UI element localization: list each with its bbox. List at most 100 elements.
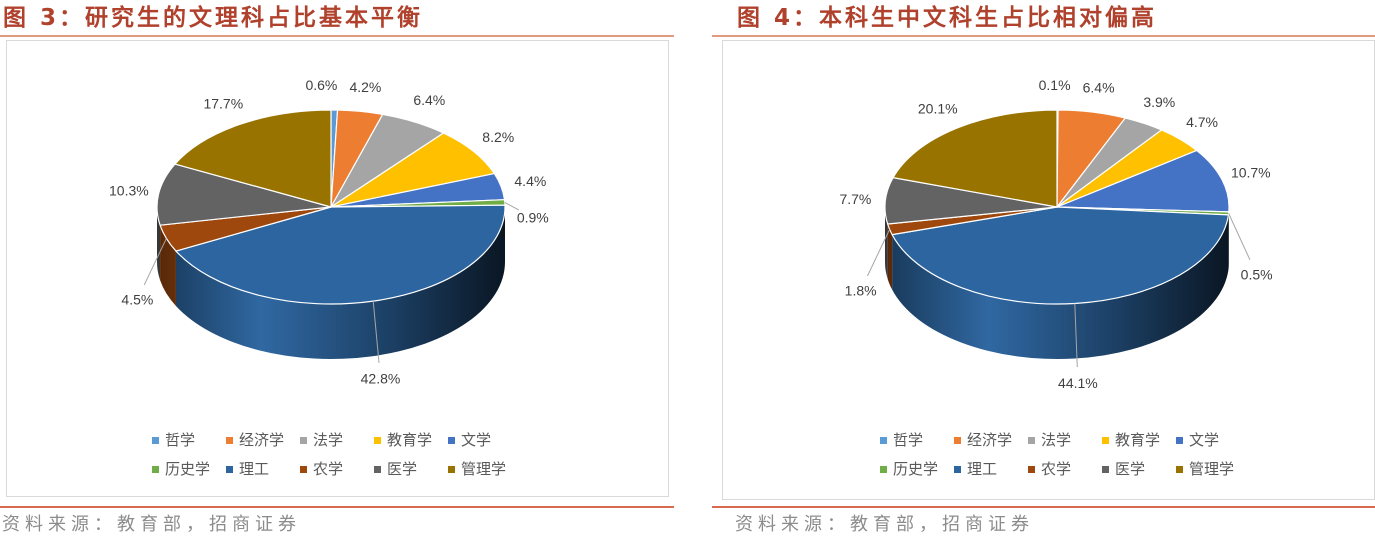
legend-label: 法学 (313, 431, 344, 449)
pie-slice (330, 132, 495, 208)
legend-label: 哲学 (893, 431, 924, 449)
legend-label: 教育学 (1115, 431, 1161, 449)
pie-slice (156, 163, 332, 226)
legend-item: 理工 (954, 459, 1028, 479)
source-rule (0, 506, 674, 508)
data-label: 10.3% (109, 183, 149, 199)
legend-label: 医学 (1115, 460, 1146, 478)
legend-item: 医学 (1102, 459, 1176, 479)
legend-swatch (1176, 436, 1183, 444)
legend-label: 农学 (1041, 460, 1072, 478)
legend-label: 经济学 (239, 431, 285, 449)
legend-item: 教育学 (1102, 430, 1176, 450)
legend-item: 文学 (1176, 430, 1250, 450)
legend-item: 管理学 (1176, 459, 1250, 479)
legend-item: 法学 (1028, 430, 1102, 450)
data-label: 8.2% (482, 129, 514, 145)
legend-swatch (954, 465, 961, 473)
legend-swatch (374, 436, 381, 444)
legend-item: 农学 (1028, 459, 1102, 479)
pie-slice-side (156, 207, 161, 281)
legend-label: 管理学 (461, 460, 507, 478)
pie-slice-side (175, 207, 506, 360)
legend-item: 医学 (374, 459, 448, 479)
legend-swatch (374, 465, 381, 473)
pie-slice-side (160, 225, 176, 307)
data-label: 20.1% (918, 101, 958, 117)
leader-line (1074, 303, 1078, 368)
data-label: 6.4% (1083, 80, 1115, 96)
legend: 哲学 经济学 法学 教育学 文学历史学 理工 农学 医学 管理学 (152, 430, 522, 479)
title-underline (712, 35, 1375, 37)
data-label: 4.4% (514, 173, 546, 189)
pie-chart: 0.6% 4.2% 6.4% 8.2% 4.4% 0.9% 42.8% 4.5% 10.3% 17… (109, 77, 549, 387)
leader-line (372, 301, 380, 363)
data-label: 4.7% (1186, 114, 1218, 130)
legend-item: 法学 (300, 430, 374, 450)
chart-area: 0.6% 4.2% 6.4% 8.2% 4.4% 0.9% 42.8% 4.5% 10.3% 17… (6, 40, 669, 497)
legend-swatch (1028, 465, 1035, 473)
data-labels: 0.1% 6.4% 3.9% 4.7% 10.7% 0.5% 44.1% 1.8% 7.7% 20… (839, 77, 1272, 391)
legend-swatch (1102, 465, 1109, 473)
legend: 哲学 经济学 法学 教育学 文学历史学 理工 农学 医学 管理学 (880, 430, 1250, 479)
legend-item: 农学 (300, 459, 374, 479)
legend-swatch (226, 465, 233, 473)
data-label: 0.6% (305, 77, 337, 93)
legend-swatch (152, 465, 159, 473)
leader-line (867, 229, 891, 277)
legend-item: 管理学 (448, 459, 522, 479)
leader-line (143, 238, 167, 286)
legend-swatch (300, 465, 307, 473)
source-rule (712, 506, 1375, 508)
legend-swatch (226, 436, 233, 444)
data-label: 0.9% (517, 209, 549, 225)
pie-top (884, 109, 1230, 305)
data-label: 17.7% (203, 95, 243, 111)
pie-top (156, 109, 506, 305)
legend-item: 历史学 (152, 459, 226, 479)
data-label: 0.1% (1039, 77, 1071, 93)
legend-swatch (880, 465, 887, 473)
figure-panel-4: 图 4：本科生中文科生占比相对偏高 0.1% 6.4% 3.9% 4.7% 10.7% 0… (711, 0, 1375, 540)
data-labels: 0.6% 4.2% 6.4% 8.2% 4.4% 0.9% 42.8% 4.5% 10.3% 17… (109, 77, 549, 387)
data-label: 44.1% (1058, 375, 1098, 391)
legend-swatch (954, 436, 961, 444)
data-label: 7.7% (839, 191, 871, 207)
legend-label: 经济学 (967, 431, 1013, 449)
pie-sides (156, 207, 506, 360)
figure-title: 图 3：研究生的文理科占比基本平衡 (3, 5, 424, 31)
pie-slice-side (887, 223, 893, 290)
pie-sides (885, 207, 1229, 360)
source-note: 资料来源：教育部，招商证券 (2, 514, 301, 535)
legend-label: 理工 (239, 460, 270, 478)
legend-item: 文学 (448, 430, 522, 450)
chart-area: 0.1% 6.4% 3.9% 4.7% 10.7% 0.5% 44.1% 1.8% 7.7% 20… (722, 40, 1375, 500)
legend-swatch (448, 436, 455, 444)
data-label: 4.2% (349, 79, 381, 95)
figure-title: 图 4：本科生中文科生占比相对偏高 (737, 5, 1158, 31)
legend-label: 医学 (387, 460, 418, 478)
legend-item: 历史学 (880, 459, 954, 479)
legend-item: 经济学 (226, 430, 300, 450)
legend-label: 哲学 (165, 431, 196, 449)
legend-swatch (1176, 465, 1183, 473)
legend-swatch (152, 436, 159, 444)
legend-label: 教育学 (387, 431, 433, 449)
pie-chart: 0.1% 6.4% 3.9% 4.7% 10.7% 0.5% 44.1% 1.8% 7.7% 20… (839, 77, 1272, 391)
pie-slice (1056, 149, 1230, 213)
legend-item: 理工 (226, 459, 300, 479)
leader-line (1228, 213, 1251, 261)
data-label: 6.4% (413, 92, 445, 108)
legend-swatch (448, 465, 455, 473)
legend-label: 理工 (967, 460, 998, 478)
leader-lines (143, 201, 519, 363)
pie-slice (174, 109, 332, 208)
legend-item: 教育学 (374, 430, 448, 450)
figure-panel-3: 图 3：研究生的文理科占比基本平衡 0.6% 4.2% 6.4% 8.2% 4.4% 0.… (0, 0, 676, 540)
data-label: 1.8% (845, 282, 877, 298)
legend-item: 经济学 (954, 430, 1028, 450)
legend-label: 历史学 (893, 460, 939, 478)
legend-item: 哲学 (880, 430, 954, 450)
pie-slice (892, 109, 1058, 208)
data-label: 42.8% (361, 371, 401, 387)
